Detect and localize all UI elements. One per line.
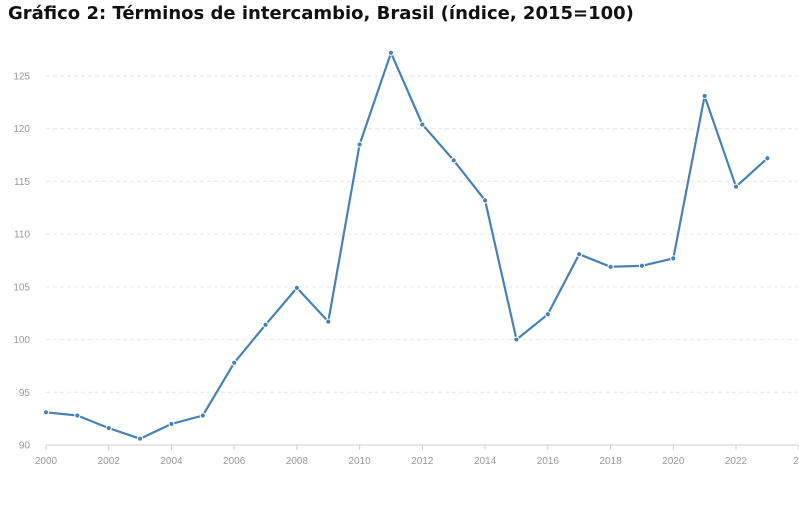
x-tick-label-2018: 2018: [599, 456, 622, 467]
x-axis: [45, 444, 799, 450]
data-point-2019[interactable]: [638, 262, 646, 269]
x-tick-label-2000: 2000: [35, 456, 58, 467]
y-tick-label-125: 125: [13, 72, 30, 83]
grid-lines: [46, 75, 798, 393]
x-tick-label-2014: 2014: [474, 456, 497, 467]
data-point-2014[interactable]: [481, 197, 489, 204]
y-tick-label-90: 90: [19, 441, 31, 452]
data-point-2002[interactable]: [105, 425, 112, 432]
data-point-2017[interactable]: [576, 251, 583, 258]
x-tick-label-2010: 2010: [349, 456, 372, 467]
x-tick-label-2002: 2002: [98, 456, 121, 467]
data-point-2015[interactable]: [513, 336, 520, 343]
data-point-2008[interactable]: [293, 284, 301, 292]
data-point-2023[interactable]: [764, 155, 771, 162]
data-point-2020[interactable]: [670, 255, 677, 262]
data-point-2006[interactable]: [231, 359, 238, 366]
y-tick-label-115: 115: [14, 177, 30, 188]
x-axis-tick-labels: 2000 2002 2004 2006 2008 2010 2012 2014 2016 2018…: [35, 456, 799, 467]
y-tick-label-105: 105: [13, 282, 30, 293]
x-tick-label-2016: 2016: [537, 456, 560, 467]
y-tick-label-100: 100: [13, 335, 30, 346]
data-point-2016[interactable]: [544, 311, 551, 318]
data-point-2018[interactable]: [607, 263, 614, 270]
data-point-2012[interactable]: [419, 121, 426, 128]
data-point-2013[interactable]: [450, 157, 457, 164]
x-tick-label-20: 20: [793, 456, 799, 467]
y-tick-label-95: 95: [19, 388, 31, 399]
x-tick-label-2004: 2004: [160, 456, 183, 467]
data-point-2005[interactable]: [199, 412, 206, 419]
data-point-2011[interactable]: [387, 49, 395, 56]
data-point-2022[interactable]: [732, 183, 740, 190]
data-point-2021[interactable]: [701, 92, 708, 100]
data-point-2009[interactable]: [325, 318, 332, 325]
data-point-2004[interactable]: [168, 420, 175, 428]
x-tick-label-2008: 2008: [286, 456, 309, 467]
x-tick-label-2022: 2022: [725, 456, 748, 467]
data-point-2010[interactable]: [356, 141, 363, 148]
data-point-2001[interactable]: [74, 412, 81, 419]
y-tick-label-120: 120: [13, 124, 30, 135]
data-point-2007[interactable]: [262, 321, 269, 328]
data-point-2000[interactable]: [42, 409, 50, 416]
x-tick-label-2020: 2020: [662, 456, 685, 467]
series-layer: [42, 49, 771, 442]
y-axis-tick-labels: 90 95 100 105 110 115 120 125: [13, 72, 30, 452]
series-line: [44, 51, 769, 440]
x-tick-label-2006: 2006: [223, 456, 246, 467]
x-tick-label-2012: 2012: [411, 456, 434, 467]
data-point-2003[interactable]: [136, 435, 144, 442]
y-tick-label-110: 110: [14, 230, 30, 241]
chart-title: Gráfico 2: Términos de intercambio, Bras…: [8, 3, 634, 24]
